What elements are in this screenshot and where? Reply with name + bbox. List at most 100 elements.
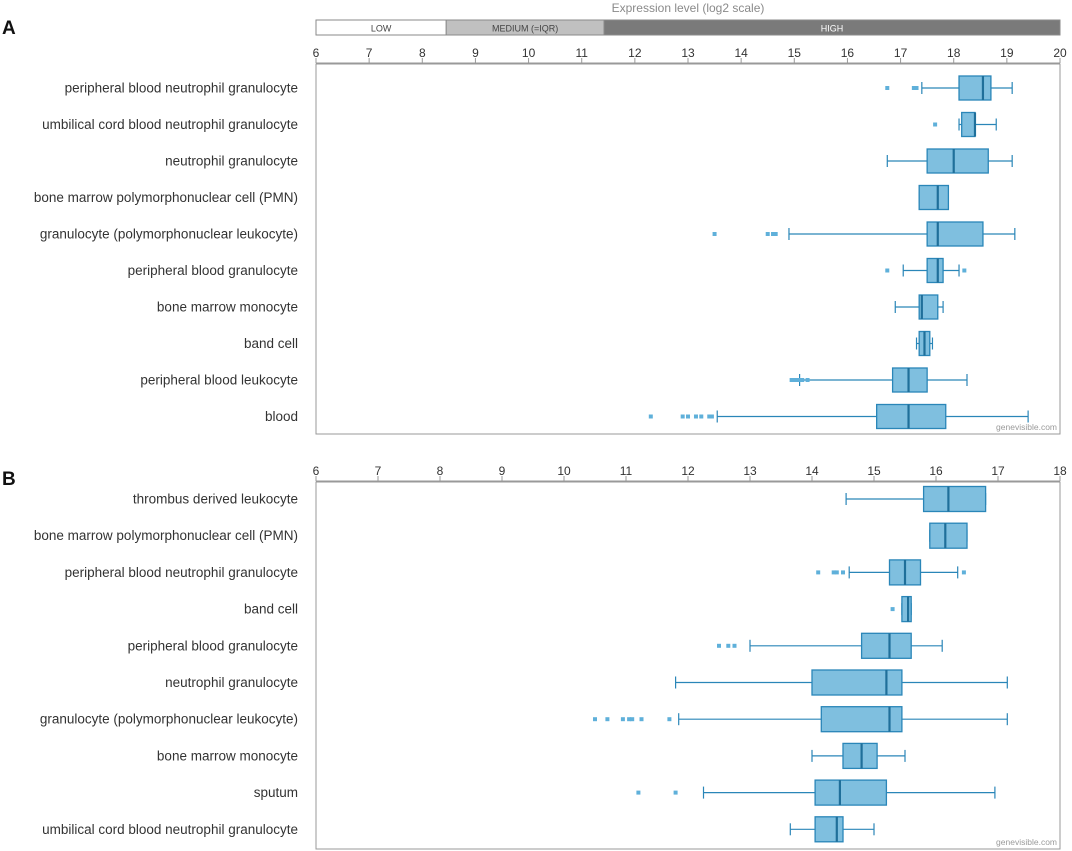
outlier-point xyxy=(961,570,966,575)
panel-letter: A xyxy=(2,18,16,39)
outlier-point xyxy=(630,717,635,722)
boxplot-row: umbilical cord blood neutrophil granuloc… xyxy=(42,816,875,843)
iqr-box xyxy=(842,742,878,770)
x-tick-label: 7 xyxy=(366,46,373,60)
outlier-point xyxy=(771,232,776,236)
expression-level-header: Expression level (log2 scale) LOW MEDIUM … xyxy=(315,1,1061,36)
outlier-point xyxy=(890,607,895,612)
x-tick-label: 9 xyxy=(472,46,479,60)
x-tick-label: 10 xyxy=(522,46,536,60)
x-tick-label: 14 xyxy=(805,464,819,478)
outlier-point xyxy=(792,378,797,382)
band-label: LOW xyxy=(371,24,392,34)
boxplot-row: sputum xyxy=(254,779,996,806)
outlier-point xyxy=(699,414,704,419)
boxplot-row: bone marrow monocyte xyxy=(157,742,906,770)
outlier-point xyxy=(885,86,890,90)
boxplot-row: bone marrow polymorphonuclear cell (PMN) xyxy=(34,522,968,549)
x-tick-label: 15 xyxy=(867,464,881,478)
boxplot-row: neutrophil granulocyte xyxy=(165,669,1008,696)
outlier-point xyxy=(686,414,690,419)
x-tick-label: 12 xyxy=(628,46,642,60)
outlier-point xyxy=(885,268,890,273)
plot-frame xyxy=(315,63,1061,435)
x-tick-label: 20 xyxy=(1053,46,1067,60)
iqr-box xyxy=(814,779,888,806)
category-label: blood xyxy=(265,409,298,424)
panel-b: B 6 7 8 9 10 11 12 13 14 15 16 17 18 genevisible.com th… xyxy=(2,464,1067,850)
category-label: peripheral blood leukocyte xyxy=(140,373,298,388)
x-tick-label: 13 xyxy=(743,464,757,478)
iqr-box xyxy=(876,403,947,430)
x-tick-label: 14 xyxy=(734,46,748,60)
category-label: bone marrow monocyte xyxy=(157,748,298,763)
outlier-point xyxy=(636,790,641,795)
outlier-point xyxy=(805,378,810,382)
band-label: MEDIUM (=IQR) xyxy=(492,24,558,34)
x-tick-label: 18 xyxy=(947,46,961,60)
outlier-point xyxy=(605,717,610,722)
band-label: HIGH xyxy=(821,24,844,34)
iqr-box xyxy=(926,257,944,284)
x-tick-label: 15 xyxy=(788,46,802,60)
boxplot-row: peripheral blood neutrophil granulocyte xyxy=(65,559,966,586)
watermark: genevisible.com xyxy=(996,837,1057,847)
x-tick-label: 11 xyxy=(620,464,633,478)
iqr-box xyxy=(958,75,992,101)
boxplot-row: band cell xyxy=(244,595,912,623)
outlier-point xyxy=(962,268,967,273)
x-tick-label: 17 xyxy=(991,464,1005,478)
iqr-box xyxy=(918,184,950,211)
category-label: bone marrow monocyte xyxy=(157,300,298,315)
category-label: neutrophil granulocyte xyxy=(165,154,298,169)
outlier-point xyxy=(707,414,712,419)
outlier-point xyxy=(673,790,678,795)
outlier-point xyxy=(794,378,799,382)
x-tick-label: 19 xyxy=(1000,46,1014,60)
boxplot-row: peripheral blood leukocyte xyxy=(140,367,968,393)
outlier-point xyxy=(712,232,717,236)
category-label: granulocyte (polymorphonuclear leukocyte… xyxy=(40,712,298,727)
band-high xyxy=(603,19,1061,36)
iqr-box xyxy=(926,148,989,174)
category-label: peripheral blood neutrophil granulocyte xyxy=(65,81,298,96)
x-tick-label: 9 xyxy=(499,464,506,478)
outlier-point xyxy=(717,643,721,648)
outlier-point xyxy=(797,378,802,382)
iqr-box xyxy=(929,522,968,549)
outlier-point xyxy=(709,414,714,419)
iqr-box xyxy=(918,294,939,320)
boxplot-row: bone marrow polymorphonuclear cell (PMN) xyxy=(34,184,950,211)
category-label: peripheral blood granulocyte xyxy=(128,638,298,653)
expression-level-title: Expression level (log2 scale) xyxy=(612,1,765,15)
outlier-point xyxy=(620,717,625,722)
boxplot-row: peripheral blood neutrophil granulocyte xyxy=(65,75,1013,101)
x-tick-label: 10 xyxy=(557,464,571,478)
boxplot-row: umbilical cord blood neutrophil granuloc… xyxy=(42,111,997,138)
outlier-point xyxy=(693,414,698,419)
boxplot-row: peripheral blood granulocyte xyxy=(128,257,967,284)
category-label: band cell xyxy=(244,336,298,351)
outlier-point xyxy=(765,232,770,236)
outlier-point xyxy=(800,378,805,382)
outlier-point xyxy=(773,232,778,236)
x-tick-label: 6 xyxy=(313,46,320,60)
x-tick-label: 16 xyxy=(841,46,855,60)
category-label: sputum xyxy=(254,785,298,800)
outlier-point xyxy=(667,717,672,722)
x-tick-label: 8 xyxy=(419,46,426,60)
x-tick-label: 17 xyxy=(894,46,908,60)
iqr-box xyxy=(961,111,976,138)
x-tick-label: 16 xyxy=(929,464,943,478)
outlier-point xyxy=(911,86,916,90)
boxplot-row: neutrophil granulocyte xyxy=(165,148,1013,174)
x-tick-label: 6 xyxy=(313,464,320,478)
panel-a: A 6 7 8 9 10 11 12 13 14 15 16 17 18 19 20 genevisible.c… xyxy=(2,18,1067,435)
outlier-point xyxy=(816,570,821,575)
panel-letter: B xyxy=(2,469,16,490)
boxplot-row: bone marrow monocyte xyxy=(157,294,944,320)
outlier-point xyxy=(648,414,653,419)
iqr-box xyxy=(922,485,987,513)
category-label: neutrophil granulocyte xyxy=(165,675,298,690)
category-label: peripheral blood neutrophil granulocyte xyxy=(65,565,298,580)
